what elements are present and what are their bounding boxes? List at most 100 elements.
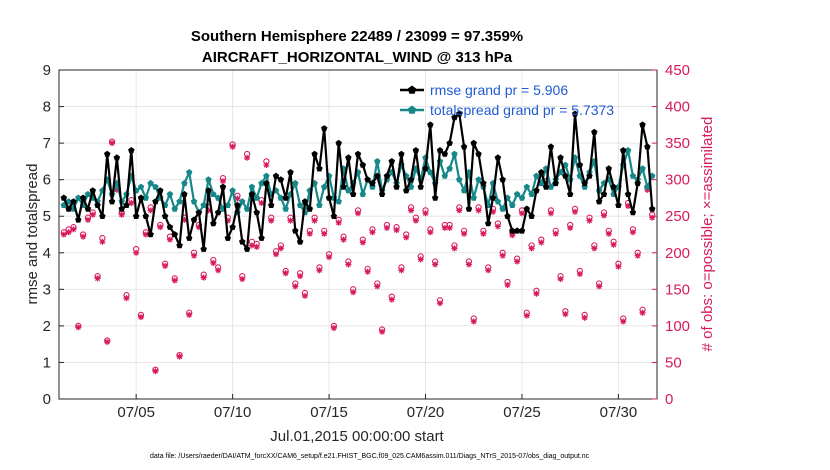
y-tick-label-right: 50 bbox=[665, 354, 682, 371]
obs-assimilated-marker bbox=[475, 207, 482, 214]
rmse-point bbox=[263, 179, 270, 187]
rmse-point bbox=[239, 238, 246, 245]
obs-assimilated-marker bbox=[446, 224, 453, 231]
totalspread-point bbox=[624, 147, 632, 154]
rmse-point bbox=[248, 190, 256, 197]
obs-assimilated-marker bbox=[306, 230, 313, 237]
obs-assimilated-marker bbox=[615, 263, 622, 270]
y-tick-label-right: 200 bbox=[665, 245, 690, 262]
rmse-point bbox=[533, 187, 540, 194]
rmse-point bbox=[465, 205, 473, 212]
chart-title-line2: AIRCRAFT_HORIZONTAL_WIND @ 313 hPa bbox=[202, 49, 513, 66]
rmse-point bbox=[75, 216, 82, 223]
totalspread-point bbox=[263, 172, 270, 179]
rmse-point bbox=[176, 242, 183, 249]
rmse-point bbox=[243, 245, 251, 252]
rmse-point bbox=[364, 176, 371, 183]
rmse-point bbox=[634, 179, 641, 187]
rmse-point bbox=[581, 179, 588, 187]
rmse-point bbox=[311, 150, 318, 157]
obs-assimilated-marker bbox=[485, 267, 492, 274]
totalspread-point bbox=[513, 190, 521, 197]
rmse-point bbox=[195, 209, 203, 216]
obs-assimilated-marker bbox=[639, 309, 646, 316]
totalspread-point bbox=[296, 201, 304, 208]
totalspread-point bbox=[359, 190, 367, 197]
obs-assimilated-marker bbox=[538, 239, 545, 246]
y-tick-label-right: 400 bbox=[665, 99, 690, 116]
obs-assimilated-marker bbox=[94, 275, 101, 282]
obs-assimilated-marker bbox=[224, 217, 231, 224]
obs-assimilated-marker bbox=[297, 273, 304, 280]
obs-assimilated-marker bbox=[219, 178, 226, 185]
rmse-point bbox=[523, 205, 530, 212]
obs-assimilated-marker bbox=[596, 283, 603, 290]
obs-assimilated-marker bbox=[205, 207, 212, 214]
obs-assimilated-marker bbox=[620, 318, 627, 325]
rmse-point bbox=[113, 154, 121, 161]
obs-assimilated-marker bbox=[292, 283, 299, 290]
obs-assimilated-marker bbox=[258, 200, 265, 207]
obs-assimilated-marker bbox=[379, 328, 386, 335]
obs-assimilated-marker bbox=[253, 243, 260, 250]
totalspread-point bbox=[533, 172, 540, 179]
rmse-point bbox=[547, 143, 555, 150]
obs-assimilated-marker bbox=[301, 292, 308, 299]
rmse-point bbox=[200, 245, 207, 252]
totalspread-point bbox=[644, 183, 651, 190]
rmse-point bbox=[412, 147, 420, 154]
obs-assimilated-marker bbox=[287, 217, 294, 224]
obs-assimilated-marker bbox=[191, 252, 198, 259]
totalspread-point bbox=[142, 194, 149, 201]
obs-assimilated-marker bbox=[547, 210, 554, 217]
rmse-point bbox=[518, 227, 526, 234]
obs-assimilated-marker bbox=[166, 236, 173, 243]
obs-assimilated-marker bbox=[171, 277, 178, 284]
rmse-point bbox=[542, 183, 550, 190]
obs-assimilated-marker bbox=[210, 260, 217, 267]
obs-assimilated-marker bbox=[99, 238, 106, 245]
rmse-point bbox=[436, 147, 444, 154]
obs-assimilated-marker bbox=[157, 224, 164, 231]
rmse-point bbox=[538, 169, 545, 176]
y-tick-label-left: 7 bbox=[43, 135, 51, 152]
rmse-point bbox=[422, 165, 429, 172]
obs-assimilated-marker bbox=[326, 254, 333, 261]
rmse-point bbox=[513, 227, 521, 234]
legend-rmse-label: rmse grand pr = 5.906 bbox=[430, 82, 568, 98]
totalspread-point bbox=[470, 194, 477, 201]
totalspread-point bbox=[253, 194, 260, 201]
rmse-point bbox=[258, 234, 265, 241]
rmse-point bbox=[157, 187, 164, 194]
obs-assimilated-marker bbox=[572, 208, 579, 215]
obs-assimilated-marker bbox=[234, 195, 241, 202]
rmse-point bbox=[335, 139, 342, 146]
obs-assimilated-marker bbox=[321, 230, 328, 237]
rmse-point bbox=[552, 179, 559, 187]
totalspread-point bbox=[190, 198, 198, 205]
footer-data-file: data file: /Users/raeder/DAI/ATM_forcXX/… bbox=[150, 453, 590, 460]
obs-assimilated-marker bbox=[456, 207, 463, 214]
obs-assimilated-marker bbox=[244, 154, 251, 161]
rmse-point bbox=[446, 139, 453, 146]
y-tick-label-left: 3 bbox=[43, 281, 51, 298]
rmse-point bbox=[152, 198, 159, 205]
x-axis-label: Jul.01,2015 00:00:00 start bbox=[270, 428, 444, 445]
totalspread-point bbox=[446, 165, 453, 172]
y-ticks-left: 0 1 2 3 4 5 6 7 8 9 bbox=[43, 62, 64, 408]
rmse-point bbox=[528, 212, 535, 219]
y-axis-label-left: rmse and totalspread bbox=[24, 164, 41, 305]
rmse-point bbox=[186, 234, 193, 241]
y-tick-label-right: 0 bbox=[665, 391, 673, 408]
totalspread-point bbox=[258, 179, 265, 187]
obs-assimilated-marker bbox=[123, 295, 130, 302]
totalspread-point bbox=[321, 183, 328, 190]
totalspread-point bbox=[210, 190, 217, 197]
x-tick-label: 07/15 bbox=[310, 404, 348, 421]
obs-assimilated-marker bbox=[494, 223, 501, 230]
y-tick-label-right: 450 bbox=[665, 62, 690, 79]
obs-assimilated-marker bbox=[345, 261, 352, 268]
rmse-point bbox=[369, 179, 376, 187]
rmse-point bbox=[576, 161, 584, 168]
obs-assimilated-marker bbox=[104, 338, 111, 345]
